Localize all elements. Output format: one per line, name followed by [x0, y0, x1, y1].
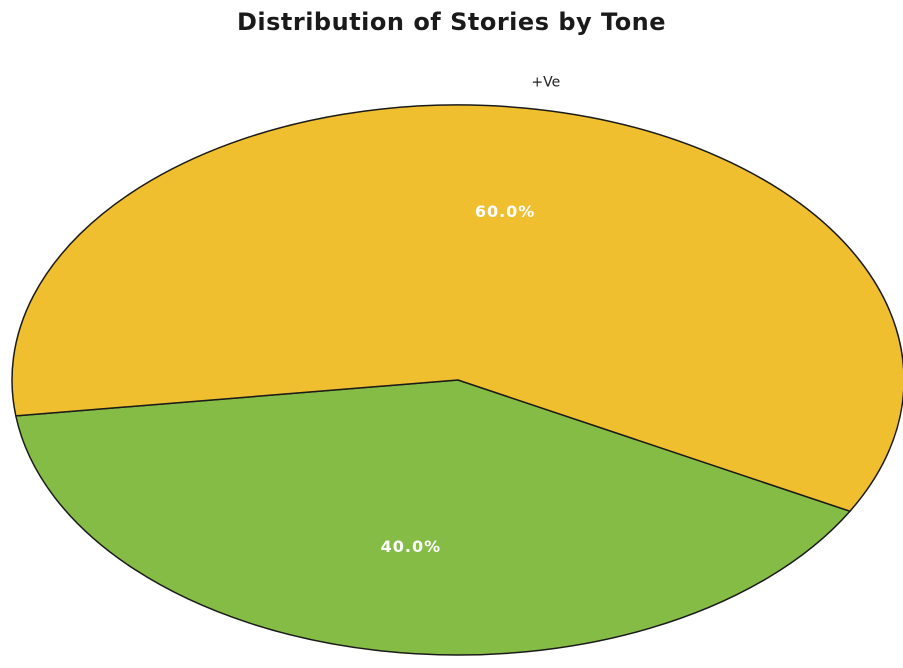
pie-slices — [11, 104, 903, 656]
pie-slice-negative — [15, 379, 851, 656]
slice-percent-negative: 40.0% — [381, 537, 442, 556]
slice-percent-positive: 60.0% — [475, 202, 536, 221]
slice-label-positive: +Ve — [531, 75, 560, 91]
chart-title: Distribution of Stories by Tone — [236, 8, 667, 36]
